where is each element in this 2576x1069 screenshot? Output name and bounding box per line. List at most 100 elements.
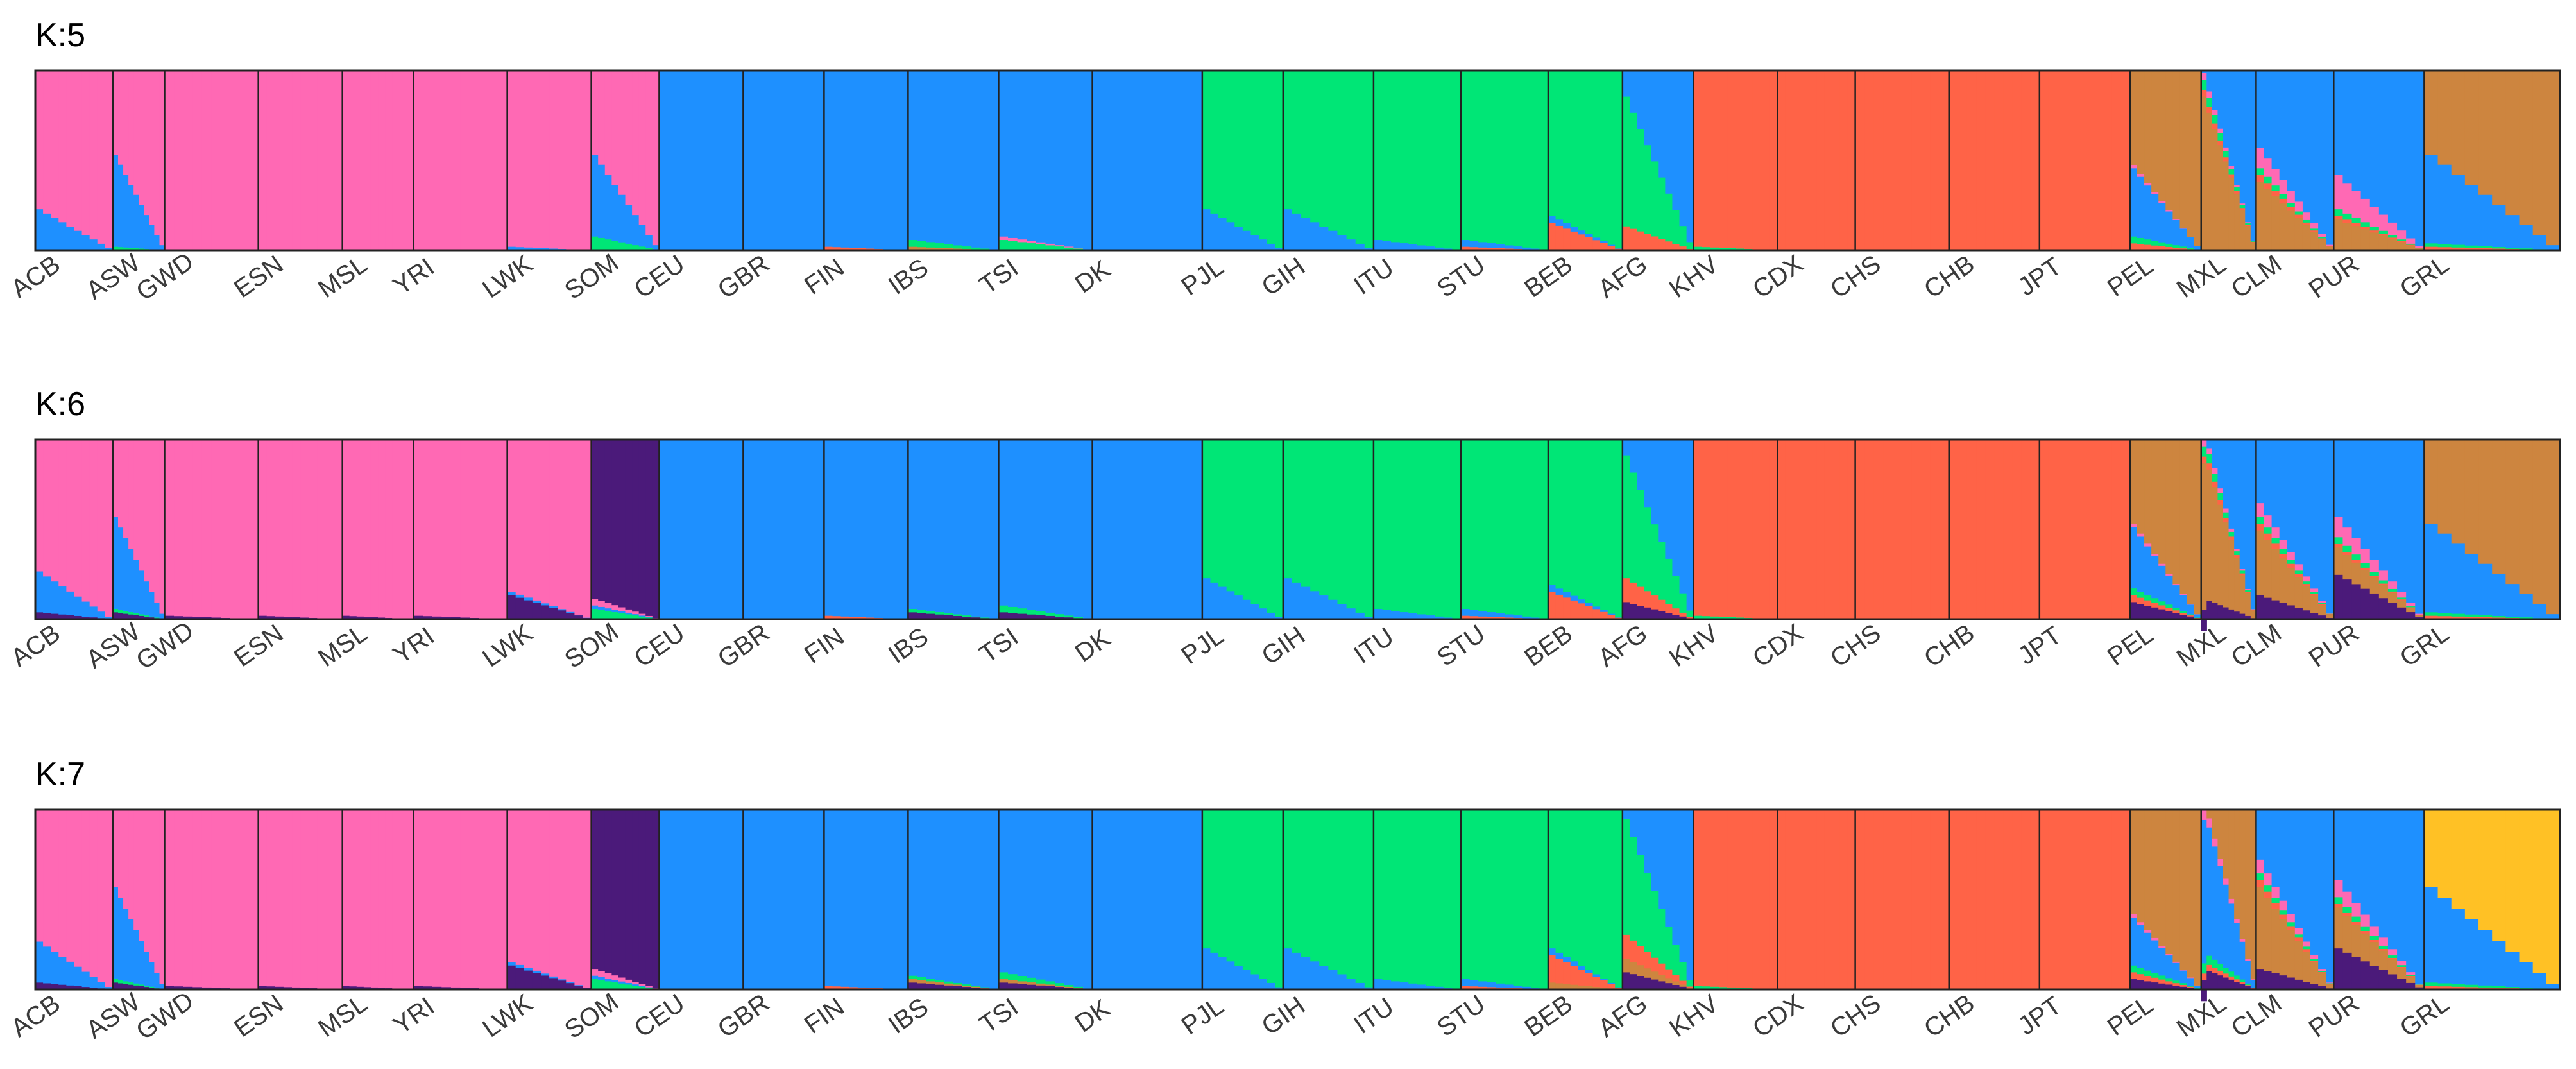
ancestry-segment: [2187, 614, 2195, 616]
ancestry-segment: [2165, 810, 2173, 954]
ancestry-segment: [2519, 962, 2534, 988]
ancestry-segment: [2310, 588, 2319, 593]
ancestry-segment: [2223, 884, 2230, 968]
ancestry-segment: [2351, 957, 2362, 990]
ancestry-segment: [2212, 603, 2219, 620]
ancestry-segment: [2318, 601, 2326, 604]
ancestry-segment: [1976, 810, 1986, 990]
ancestry-segment: [2234, 185, 2240, 188]
ancestry-segment: [1710, 810, 1719, 988]
ancestry-segment: [743, 810, 752, 990]
ancestry-segment: [667, 440, 677, 620]
ancestry-segment: [1570, 595, 1578, 601]
ancestry-segment: [2360, 71, 2371, 200]
ancestry-segment: [2351, 538, 2362, 555]
ancestry-segment: [2310, 592, 2319, 595]
ancestry-segment: [2318, 986, 2326, 990]
ancestry-segment: [2532, 973, 2547, 989]
ancestry-segment: [591, 71, 599, 155]
ancestry-segment: [1679, 986, 1687, 990]
ancestry-segment: [378, 71, 386, 251]
ancestry-segment: [139, 570, 144, 615]
ancestry-segment: [58, 810, 67, 957]
ancestry-segment: [832, 810, 842, 987]
ancestry-segment: [1600, 610, 1608, 613]
ancestry-segment: [849, 71, 858, 248]
ancestry-segment: [1250, 604, 1259, 620]
population-bar-pur: [2333, 71, 2425, 251]
ancestry-segment: [1958, 810, 1968, 990]
ancestry-segment: [406, 810, 414, 990]
ancestry-segment: [1180, 810, 1192, 990]
ancestry-segment: [591, 810, 599, 970]
population-label: MSL: [313, 989, 373, 1043]
ancestry-segment: [192, 617, 203, 620]
ancestry-segment: [117, 71, 124, 166]
ancestry-segment: [58, 957, 67, 986]
ancestry-segment: [1055, 987, 1065, 990]
ancestry-segment: [2129, 602, 2138, 620]
ancestry-segment: [2318, 971, 2326, 973]
ancestry-segment: [1218, 218, 1227, 251]
ancestry-segment: [1966, 810, 1977, 990]
ancestry-segment: [1064, 615, 1074, 618]
ancestry-segment: [1592, 237, 1601, 241]
ancestry-segment: [2172, 986, 2181, 990]
ancestry-segment: [2165, 611, 2173, 620]
ancestry-segment: [1719, 440, 1728, 617]
ancestry-segment: [51, 581, 59, 614]
ancestry-segment: [2158, 983, 2166, 990]
population-bar-chb: [1949, 440, 2040, 620]
ancestry-segment: [2505, 584, 2520, 617]
ancestry-segment: [900, 71, 908, 251]
ancestry-segment: [2287, 440, 2296, 552]
ancestry-segment: [275, 71, 284, 251]
ancestry-segment: [2318, 237, 2326, 239]
ancestry-segment: [2172, 613, 2181, 620]
ancestry-segment: [2165, 243, 2173, 248]
ancestry-segment: [1949, 71, 1959, 251]
ancestry-segment: [2256, 810, 2265, 860]
ancestry-segment: [292, 71, 301, 251]
ancestry-segment: [2172, 584, 2181, 586]
ancestry-segment: [652, 245, 660, 250]
ancestry-segment: [1893, 71, 1903, 251]
ancestry-segment: [2172, 962, 2181, 981]
ancestry-segment: [1426, 246, 1435, 251]
ancestry-segment: [1563, 984, 1571, 990]
ancestry-segment: [2194, 614, 2202, 618]
ancestry-segment: [1555, 225, 1564, 251]
ancestry-segment: [1055, 246, 1065, 251]
ancestry-segment: [2217, 488, 2224, 493]
population-label: GRL: [2395, 250, 2455, 304]
ancestry-segment: [2187, 978, 2195, 986]
ancestry-segment: [2223, 973, 2230, 978]
ancestry-segment: [1226, 440, 1235, 592]
ancestry-segment: [1920, 810, 1931, 990]
ancestry-segment: [598, 601, 606, 608]
ancestry-segment: [591, 975, 599, 980]
ancestry-segment: [2397, 597, 2407, 600]
ancestry-segment: [2165, 978, 2173, 982]
population-label: PJL: [1177, 992, 1229, 1041]
ancestry-segment: [598, 164, 606, 239]
ancestry-segment: [515, 440, 525, 595]
population-label: FIN: [799, 622, 849, 669]
ancestry-segment: [962, 440, 972, 616]
ancestry-segment: [808, 440, 817, 620]
ancestry-segment: [1399, 982, 1409, 990]
ancestry-segment: [532, 71, 542, 248]
ancestry-segment: [2158, 948, 2166, 976]
ancestry-segment: [1522, 986, 1531, 989]
ancestry-segment: [1259, 979, 1268, 990]
population-bar-chb: [1949, 71, 2040, 251]
ancestry-segment: [944, 615, 954, 620]
ancestry-segment: [1469, 247, 1479, 251]
ancestry-segment: [1578, 810, 1586, 966]
ancestry-segment: [2003, 810, 2013, 990]
population-label: JPT: [2013, 252, 2067, 302]
ancestry-segment: [1736, 440, 1744, 618]
ancestry-segment: [2406, 982, 2416, 990]
ancestry-segment: [123, 175, 129, 248]
ancestry-segment: [962, 984, 972, 986]
